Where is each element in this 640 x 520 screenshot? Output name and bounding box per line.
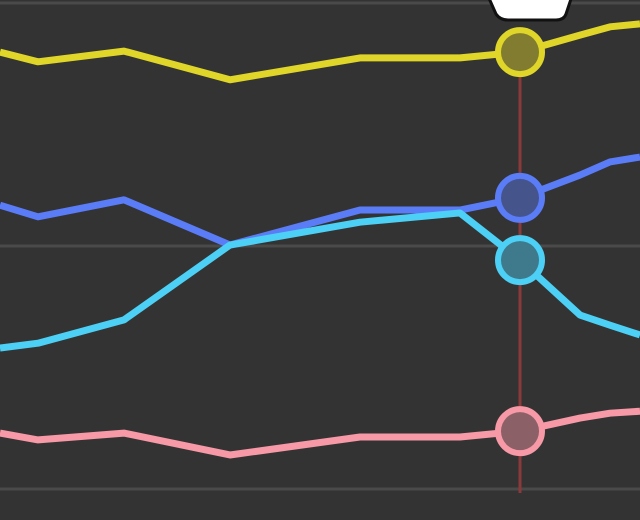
series-line [0,407,640,459]
highlight-dot-inner [501,178,539,217]
series-line [0,20,640,84]
series-line [0,209,640,352]
highlight-dot-inner [501,412,539,451]
dots [495,27,545,457]
tooltip [488,0,573,22]
series-line [0,153,640,249]
lines [0,20,640,459]
highlight-dot-inner [501,33,539,72]
highlight-dot-inner [501,241,539,280]
